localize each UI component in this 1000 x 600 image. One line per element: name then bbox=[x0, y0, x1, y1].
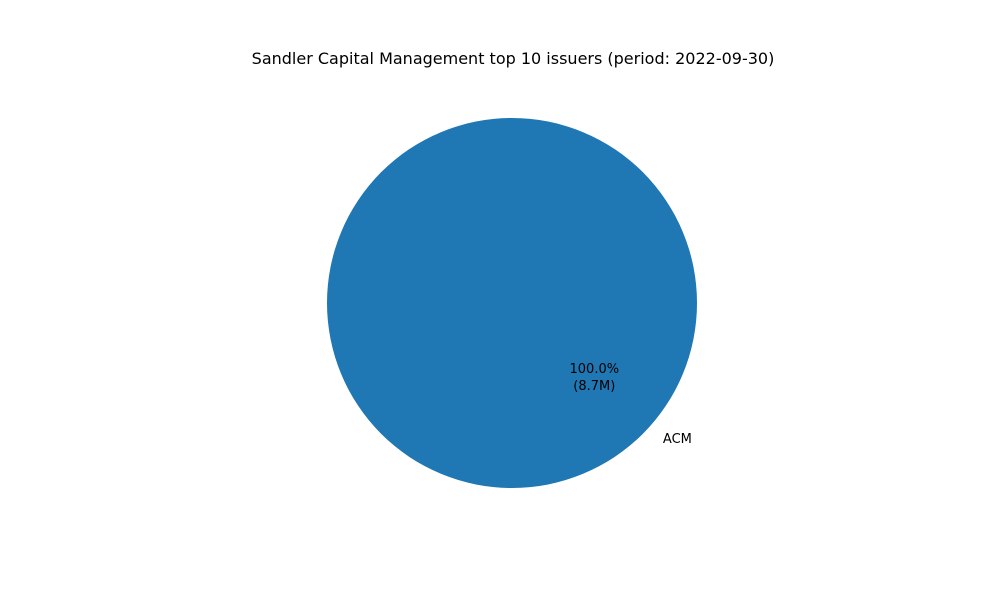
slice-label-acm: ACM bbox=[663, 432, 692, 447]
slice-value-label: (8.7M) bbox=[573, 379, 615, 394]
pie-slices bbox=[327, 118, 697, 488]
pie-slice-acm bbox=[327, 118, 697, 488]
slice-percent-label: 100.0% bbox=[570, 362, 620, 377]
chart-title: Sandler Capital Management top 10 issuer… bbox=[252, 49, 775, 68]
pie-labels: ACM 100.0% (8.7M) bbox=[570, 362, 692, 447]
